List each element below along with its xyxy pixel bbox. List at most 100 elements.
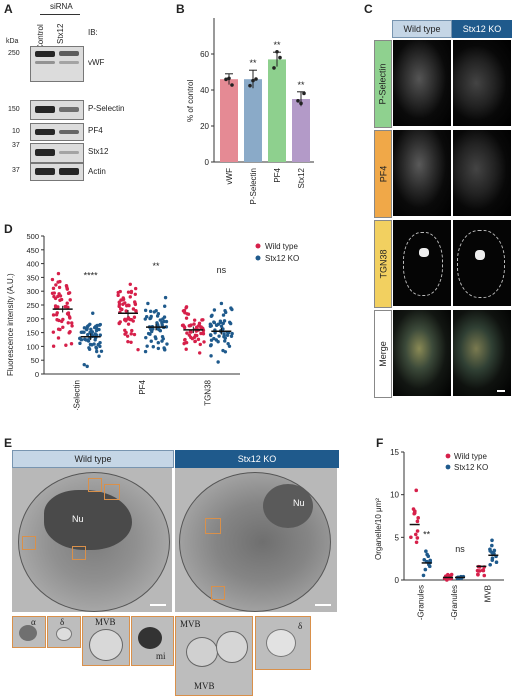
data-point xyxy=(93,338,97,342)
data-point xyxy=(216,360,220,364)
inset-label: MVB xyxy=(194,681,215,691)
roi-box xyxy=(104,484,120,500)
bar-chart: 0 20 40 60 vWF ** P-Selectin ** PF4 ** Stx12 xyxy=(200,18,314,204)
data-point xyxy=(156,346,161,351)
inset-label: MVB xyxy=(95,617,116,627)
micrograph-wt-pf4 xyxy=(393,130,451,216)
data-point xyxy=(126,303,130,307)
data-point xyxy=(86,332,90,337)
y-tick-label: 250 xyxy=(26,301,39,310)
data-point xyxy=(56,271,61,276)
data-point xyxy=(63,304,67,309)
data-point xyxy=(117,300,121,304)
data-point xyxy=(424,549,428,554)
panel-d-label: D xyxy=(4,222,13,236)
data-point xyxy=(230,83,234,87)
data-point xyxy=(85,327,89,331)
data-point xyxy=(296,98,300,103)
data-point xyxy=(87,347,92,351)
blot-pselectin xyxy=(30,100,84,120)
y-tick-label: 300 xyxy=(26,287,39,296)
data-point xyxy=(65,287,70,291)
bar xyxy=(244,79,262,162)
data-point xyxy=(61,317,65,322)
micrograph-wt-merge xyxy=(393,310,451,396)
panel-e-header-ko: Stx12 KO xyxy=(175,450,339,468)
legend-marker xyxy=(255,255,261,261)
micrograph-ko-pselectin xyxy=(453,40,511,126)
scale-bar xyxy=(497,390,505,392)
protein-stx12: Stx12 xyxy=(88,147,109,156)
data-point xyxy=(209,343,213,347)
sirna-bar xyxy=(40,14,80,15)
panel-e-header-wt: Wild type xyxy=(12,450,174,468)
data-point xyxy=(143,308,148,313)
y-tick-label: 500 xyxy=(26,232,39,241)
category-label: PF4 xyxy=(273,167,282,182)
significance-label: ns xyxy=(217,265,227,275)
data-point xyxy=(222,332,226,336)
significance-label: ns xyxy=(455,544,465,554)
data-point xyxy=(148,332,152,336)
data-point xyxy=(221,327,225,331)
data-point xyxy=(148,309,153,314)
data-point xyxy=(415,536,420,540)
data-point xyxy=(216,340,220,344)
data-point xyxy=(131,307,136,311)
data-point xyxy=(120,298,125,302)
y-tick-label: 60 xyxy=(200,50,209,59)
data-point xyxy=(79,338,84,342)
em-image-wt: Nu xyxy=(12,468,172,612)
blot-pf4 xyxy=(30,123,84,141)
panel-f-ylabel: Organelle/10 μm² xyxy=(374,498,383,560)
data-point xyxy=(490,558,495,562)
inset-wt-mvb: MVB xyxy=(82,616,130,666)
data-point xyxy=(251,78,255,83)
data-point xyxy=(54,313,59,317)
data-point xyxy=(82,362,86,367)
blot-stx12 xyxy=(30,143,84,163)
data-point xyxy=(230,331,234,336)
data-point xyxy=(163,304,167,308)
legend-label: Stx12 KO xyxy=(265,254,299,263)
scale-bar xyxy=(315,604,331,606)
micrograph-wt-pselectin xyxy=(393,40,451,126)
channel-label-tgn38: TGN38 xyxy=(374,220,392,308)
protein-vwf: vWF xyxy=(88,58,105,67)
data-point xyxy=(70,321,74,325)
data-point xyxy=(53,296,58,301)
data-point xyxy=(136,347,140,352)
data-point xyxy=(181,309,186,313)
data-point xyxy=(196,337,201,342)
significance-label: ** xyxy=(273,40,281,50)
data-point xyxy=(91,311,95,315)
data-point xyxy=(193,339,197,343)
data-point xyxy=(51,344,56,348)
data-point xyxy=(227,344,232,348)
marker-37a: 37 xyxy=(12,142,20,149)
data-point xyxy=(449,572,454,577)
micrograph-ko-pf4 xyxy=(453,130,511,216)
data-point xyxy=(121,302,125,306)
y-tick-label: 40 xyxy=(200,86,209,95)
data-point xyxy=(221,313,226,317)
inset-label: δ xyxy=(298,621,303,631)
inset-label: δ xyxy=(60,617,65,627)
data-point xyxy=(133,302,138,307)
bar xyxy=(268,59,286,162)
data-point xyxy=(94,346,99,350)
data-point xyxy=(86,338,90,342)
data-point xyxy=(132,315,137,319)
data-point xyxy=(116,290,120,295)
data-point xyxy=(89,327,93,332)
panel-c-header-wt: Wild type xyxy=(392,20,452,38)
category-label: Stx12 xyxy=(297,167,306,188)
inset-label: α xyxy=(31,617,36,627)
y-tick-label: 15 xyxy=(390,448,399,457)
panel-c-label: C xyxy=(364,2,373,16)
data-point xyxy=(221,348,225,353)
data-point xyxy=(228,320,232,325)
data-point xyxy=(476,572,480,577)
data-point xyxy=(165,342,169,346)
micrograph-ko-tgn38 xyxy=(453,220,511,306)
